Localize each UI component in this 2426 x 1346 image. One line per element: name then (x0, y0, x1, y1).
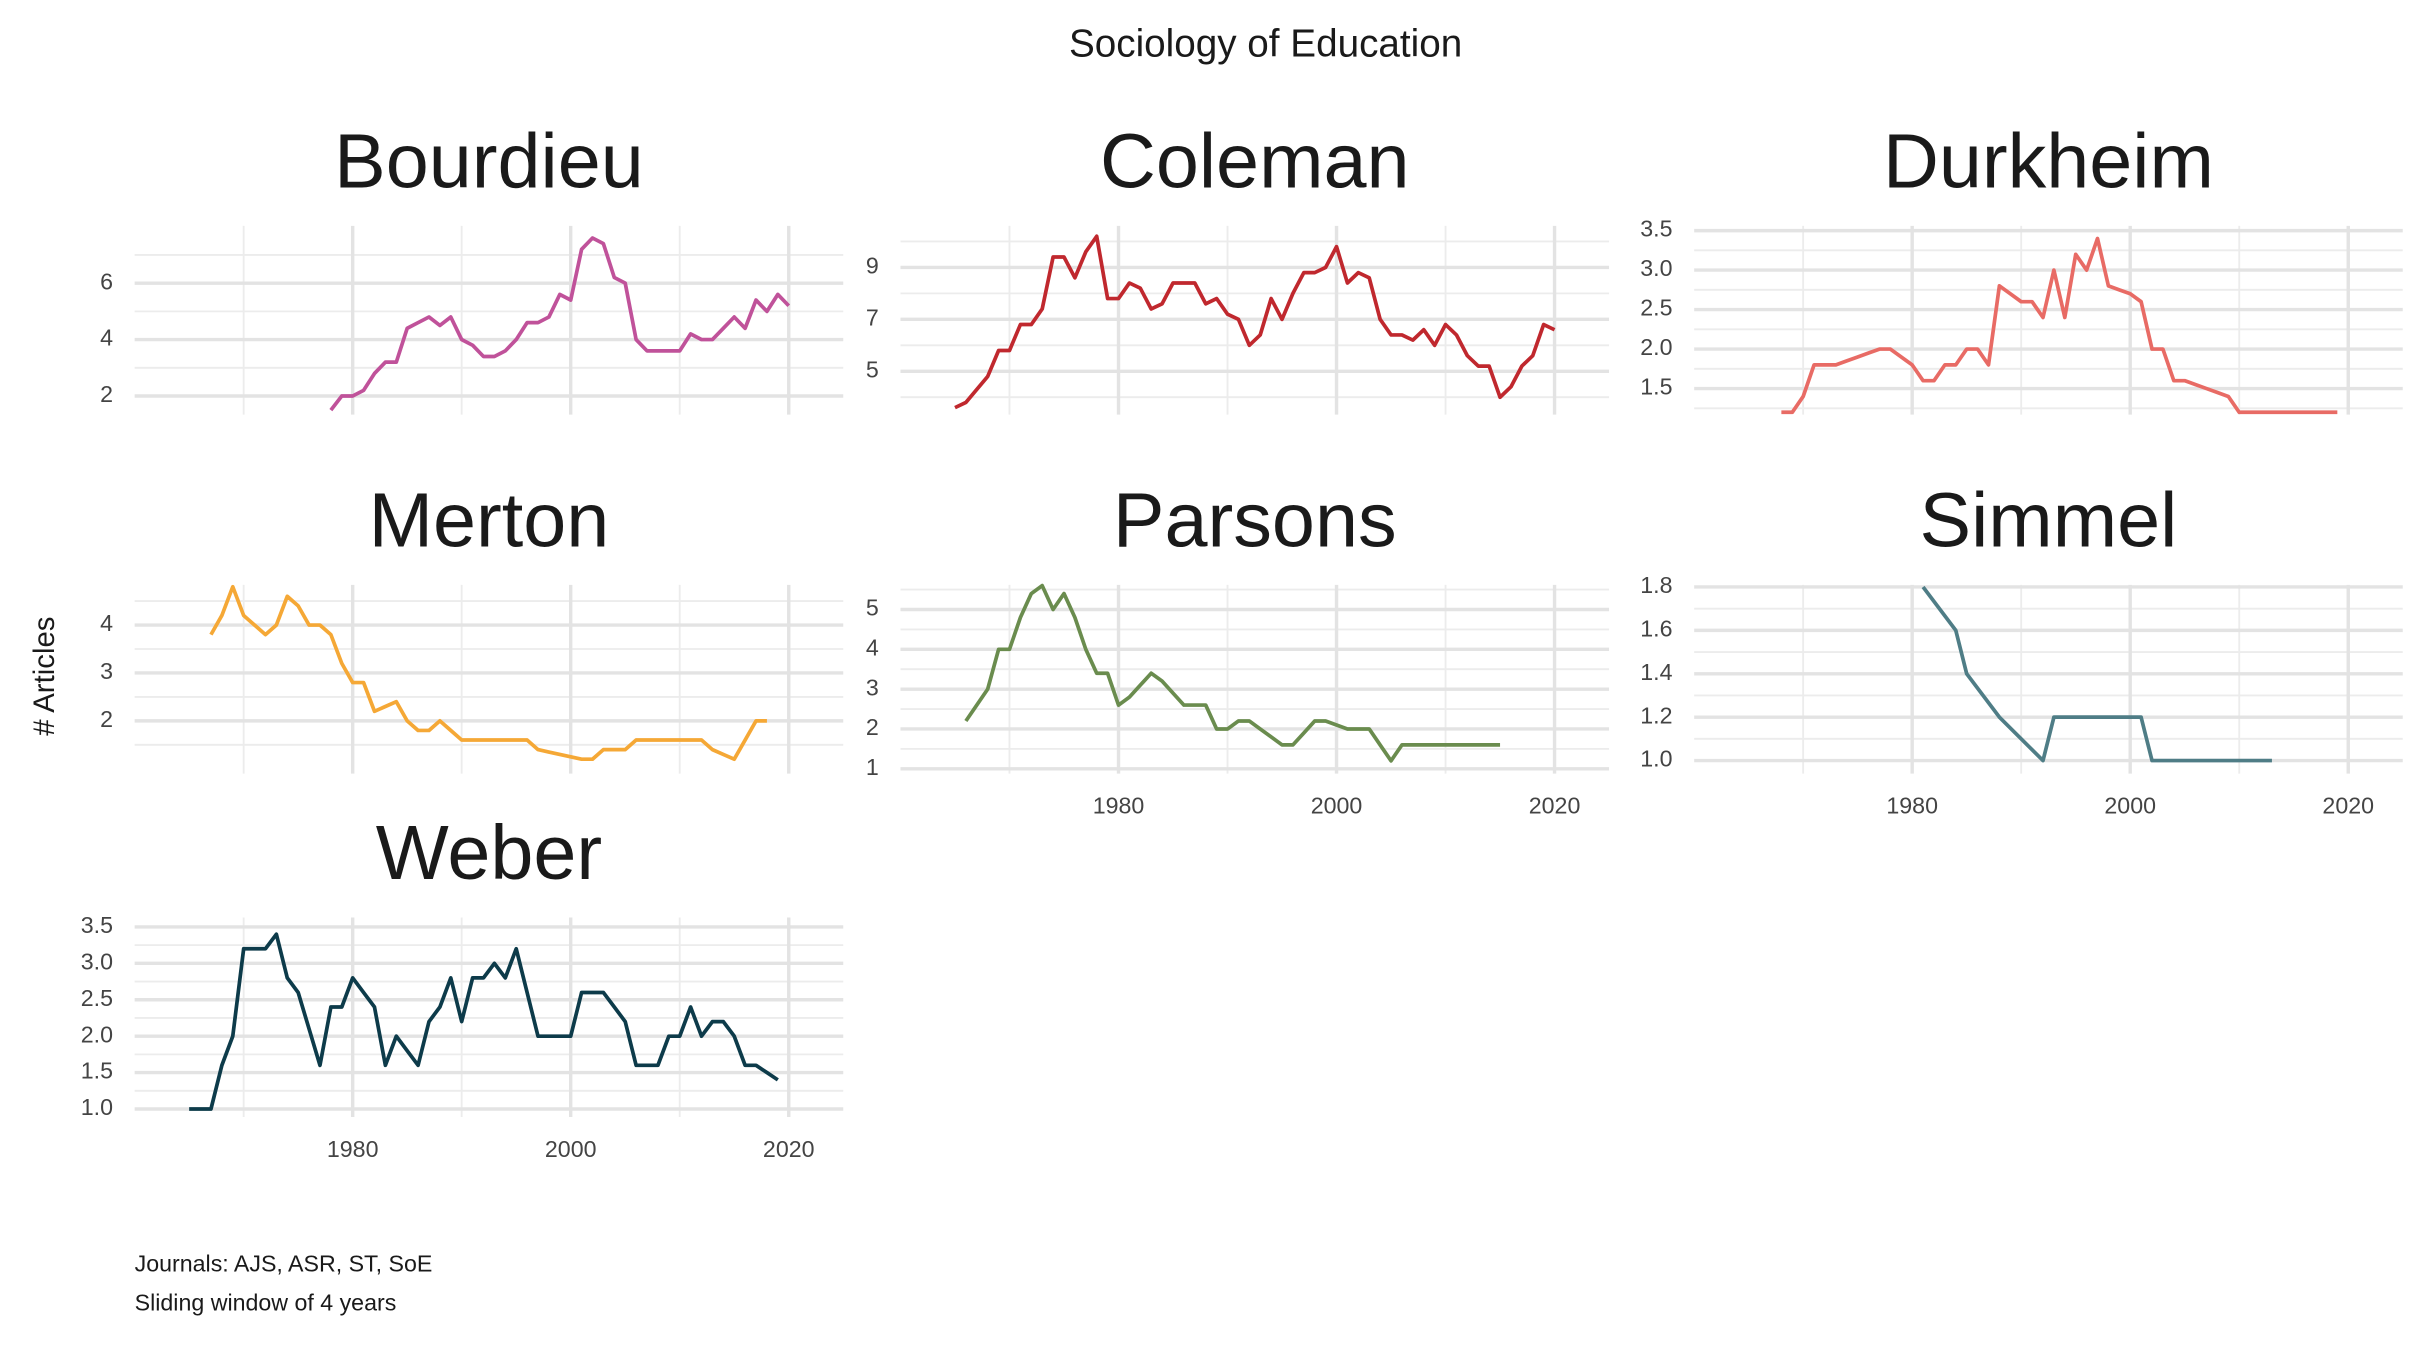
x-tick-label: 1980 (1093, 793, 1145, 819)
line (189, 932, 779, 1111)
y-tick-label: 9 (866, 253, 879, 279)
y-tick-label: 5 (866, 595, 879, 621)
line (954, 234, 1556, 410)
y-tick-label: 2.5 (1640, 295, 1672, 321)
y-tick-label: 2.0 (81, 1021, 113, 1047)
y-tick-label: 5 (866, 356, 879, 382)
y-tick-label: 3.5 (1640, 216, 1672, 242)
y-tick-label: 1 (866, 754, 879, 780)
y-tick-label: 7 (866, 304, 879, 330)
y-tick-label: 2.5 (81, 985, 113, 1011)
y-tick-label: 1.8 (1640, 572, 1672, 598)
panel-title: Coleman (1100, 119, 1410, 205)
x-tick-label: 1980 (1886, 793, 1938, 819)
y-tick-label: 3.0 (81, 948, 113, 974)
y-tick-label: 2 (100, 381, 113, 407)
y-tick-label: 1.6 (1640, 615, 1672, 641)
x-tick-label: 2020 (1529, 793, 1581, 819)
y-tick-label: 3.5 (81, 912, 113, 938)
caption: Journals: AJS, ASR, ST, SoE (135, 1251, 433, 1277)
x-tick-label: 2020 (763, 1136, 815, 1162)
panel-title: Simmel (1920, 477, 2178, 563)
chart-title: Sociology of Education (1069, 23, 1462, 66)
line (329, 236, 791, 412)
y-axis-label: # Articles (28, 617, 61, 736)
line (1921, 585, 2272, 763)
panel-title: Weber (376, 810, 602, 896)
line (1781, 236, 2338, 415)
y-tick-label: 1.5 (81, 1058, 113, 1084)
line (964, 583, 1501, 763)
y-tick-label: 4 (100, 610, 113, 636)
panel-title: Merton (369, 477, 610, 563)
caption: Sliding window of 4 years (135, 1289, 397, 1315)
y-tick-label: 4 (866, 634, 879, 660)
panel-title: Bourdieu (334, 119, 644, 205)
y-tick-label: 2 (866, 714, 879, 740)
y-tick-label: 3.0 (1640, 255, 1672, 281)
y-tick-label: 1.4 (1640, 659, 1672, 685)
panel-title: Durkheim (1883, 119, 2214, 205)
y-tick-label: 3 (866, 674, 879, 700)
x-tick-label: 1980 (327, 1136, 379, 1162)
x-tick-label: 2020 (2322, 793, 2374, 819)
y-tick-label: 1.0 (1640, 746, 1672, 772)
y-tick-label: 3 (100, 658, 113, 684)
x-tick-label: 2000 (1311, 793, 1363, 819)
y-tick-label: 6 (100, 268, 113, 294)
y-tick-label: 1.5 (1640, 374, 1672, 400)
y-tick-label: 2 (100, 706, 113, 732)
line (209, 584, 767, 762)
y-tick-label: 4 (100, 325, 113, 351)
x-tick-label: 2000 (2104, 793, 2156, 819)
y-tick-label: 1.0 (81, 1094, 113, 1120)
y-tick-label: 1.2 (1640, 702, 1672, 728)
panel-title: Parsons (1113, 477, 1397, 563)
y-tick-label: 2.0 (1640, 334, 1672, 360)
x-tick-label: 2000 (545, 1136, 597, 1162)
